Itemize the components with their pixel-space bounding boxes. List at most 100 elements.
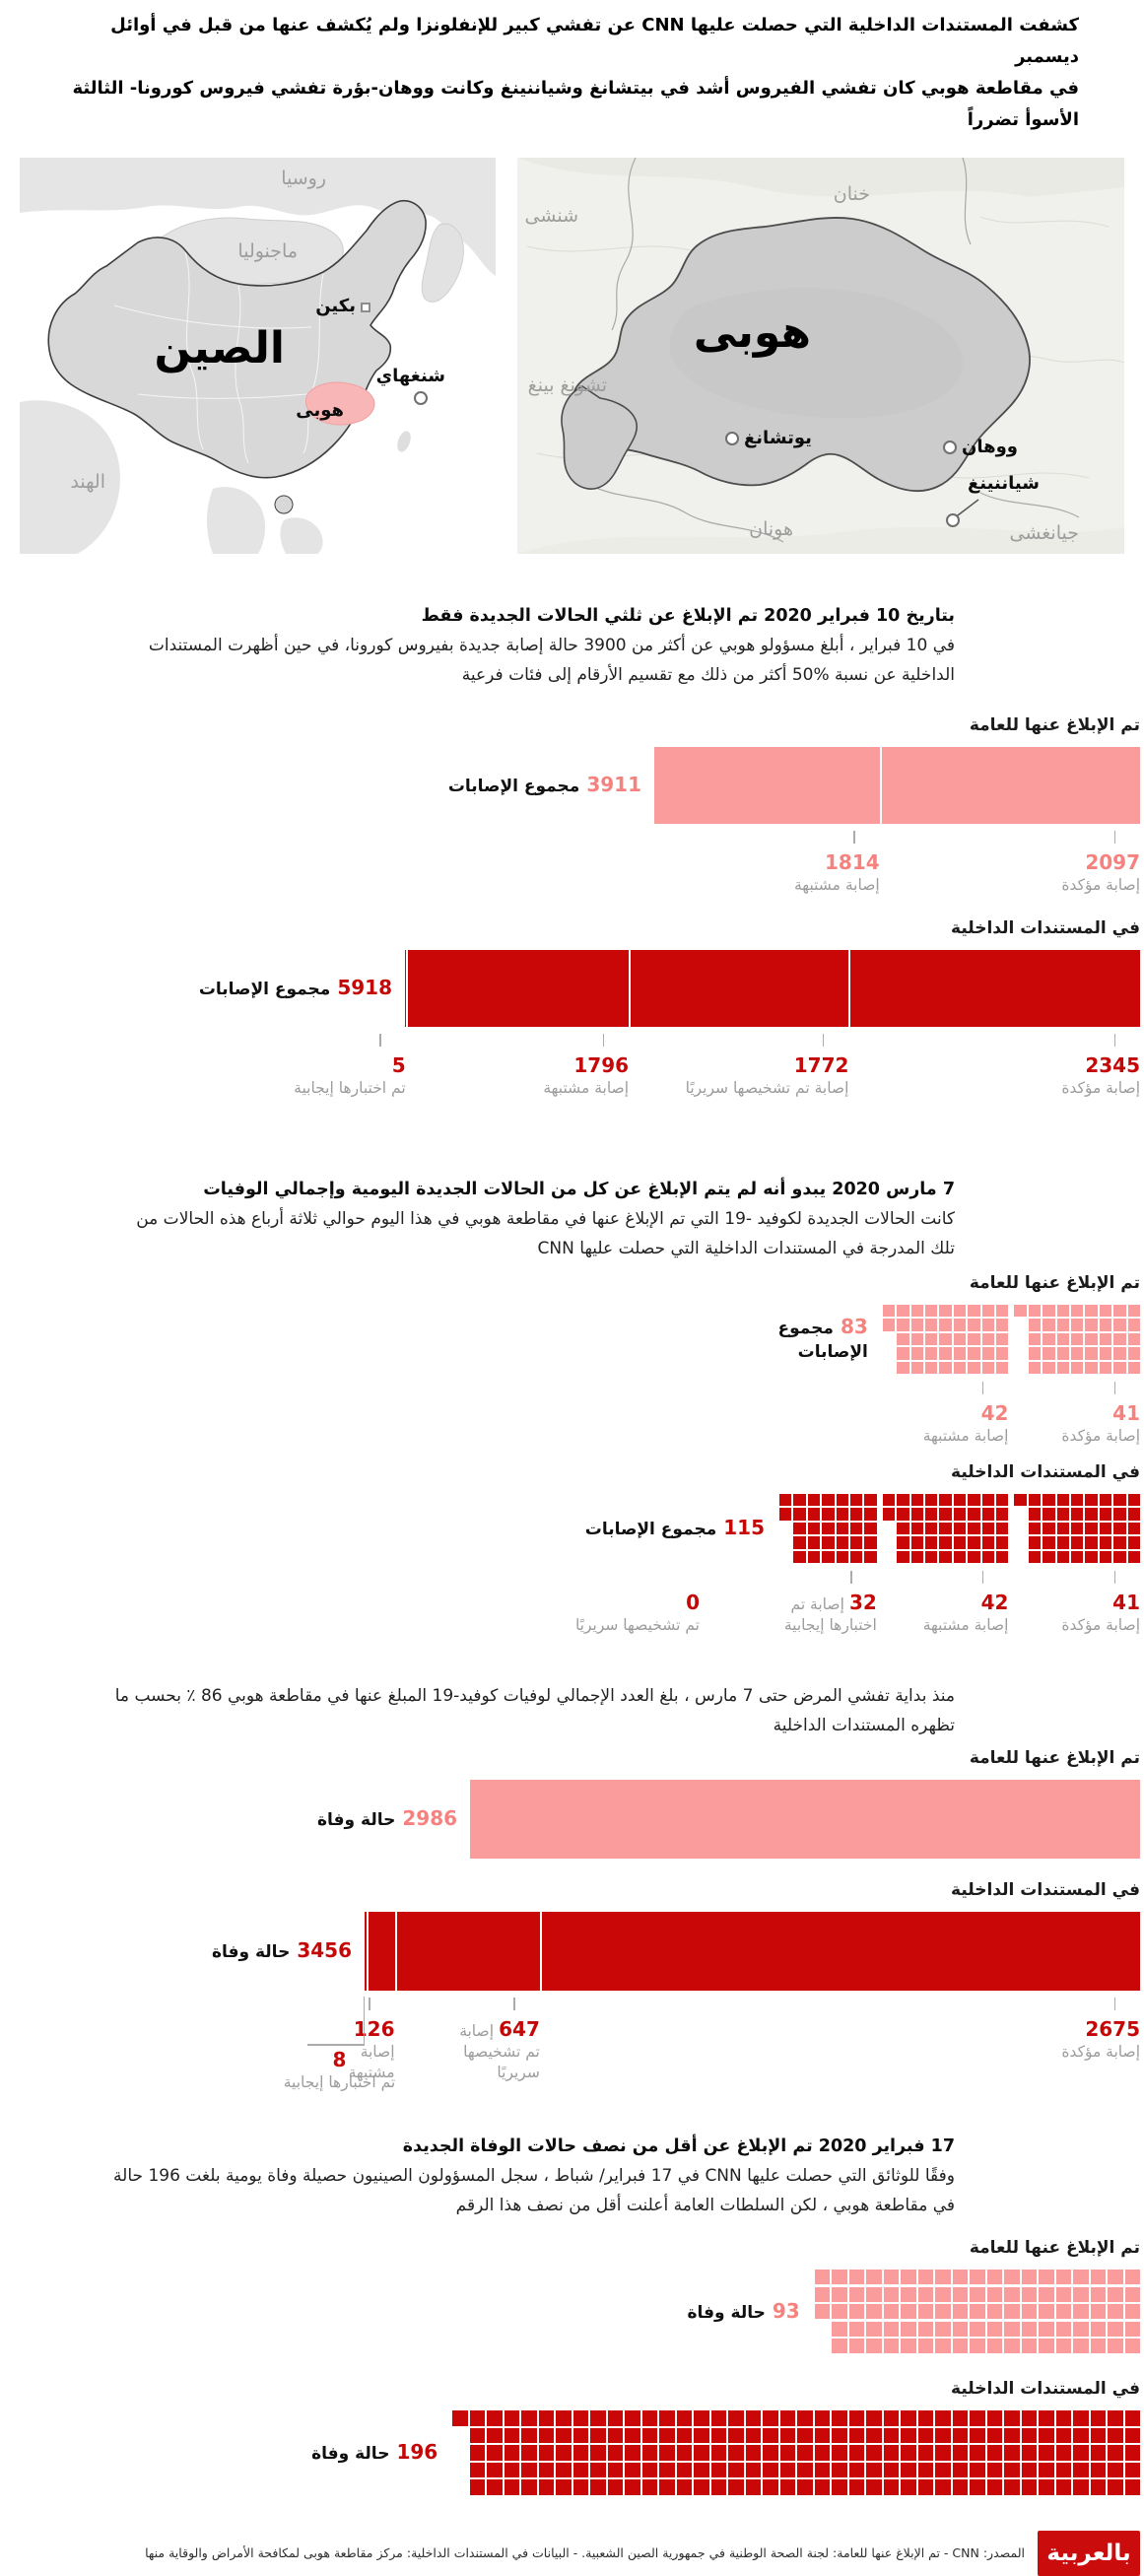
waffle-cell (939, 1550, 952, 1563)
waffle-cell (1090, 2427, 1106, 2444)
waffle-cell (745, 2427, 761, 2444)
waffle-cell (1028, 1494, 1042, 1507)
waffle-cell (1071, 1550, 1084, 1563)
tick-label: 126 إصابة مشتبهة (348, 2017, 395, 2081)
waffle-cell (917, 2286, 933, 2302)
axis-tick (379, 1034, 381, 1047)
waffle-cell (1021, 2410, 1037, 2426)
waffle-cell (1043, 1319, 1055, 1331)
bar-segment (470, 1780, 1140, 1859)
waffle-cell (1021, 2462, 1037, 2478)
waffle-cell (952, 2270, 968, 2285)
waffle-cell (607, 2427, 623, 2444)
waffle-cell (939, 1508, 952, 1521)
bar-segment (881, 747, 1140, 824)
waffle-cell (1071, 1347, 1084, 1360)
waffle-cell (1127, 1332, 1140, 1346)
waffle-cell (1004, 2270, 1020, 2285)
waffle-cell (970, 2479, 985, 2495)
waffle-cell (1004, 2304, 1020, 2320)
waffle-cell (864, 1522, 877, 1535)
axis-tick (1113, 1998, 1115, 2010)
city-label-wuhan: ووهان (962, 437, 1018, 457)
waffle-cell (996, 1508, 1009, 1521)
chart-title: في المستندات الداخلية (951, 1880, 1140, 1900)
neighbor-label-shaanxi: شنشى (524, 205, 578, 227)
waffle-cell (1090, 2286, 1106, 2302)
waffle-cell (1073, 2286, 1089, 2302)
waffle-cell (745, 2479, 761, 2495)
chart-title: تم الإبلاغ عنها للعامة (969, 1273, 1140, 1293)
waffle-cell (487, 2445, 503, 2461)
waffle-cell (504, 2445, 519, 2461)
waffle-cell (970, 2286, 985, 2302)
country-label-russia: روسيا (281, 168, 326, 189)
waffle-cell (970, 2270, 985, 2285)
waffle-cell (1085, 1522, 1098, 1535)
chart-title: في المستندات الداخلية (951, 1462, 1140, 1482)
waffle-cell (1113, 1332, 1126, 1346)
waffle-cell (1113, 1508, 1126, 1521)
waffle-cell (538, 2427, 554, 2444)
waffle-cell (953, 1361, 967, 1374)
waffle-cell (728, 2445, 744, 2461)
waffle-cell (1073, 2321, 1089, 2337)
total-label: 83مجموع الإصابات (777, 1315, 868, 1362)
waffle-cell (1099, 1550, 1112, 1563)
chart-deaths-internal: في المستندات الداخلية 3456حالة وفاة 2675 إ… (0, 1878, 1140, 2104)
waffle-cell (1113, 1347, 1126, 1360)
waffle-cell (935, 2462, 951, 2478)
waffle-cell (925, 1305, 938, 1318)
waffle-cell (822, 1536, 835, 1549)
waffle-cell (1085, 1508, 1098, 1521)
waffle-cell (1090, 2304, 1106, 2320)
city-label-beijing: بكين (315, 296, 356, 316)
waffle-cell (986, 2286, 1002, 2302)
waffle-cell (864, 1508, 877, 1521)
waffle-cell (763, 2410, 778, 2426)
waffle-cell (901, 2445, 916, 2461)
waffle-cell (850, 1522, 863, 1535)
waffle-cell (625, 2427, 640, 2444)
waffle-cell (981, 1319, 994, 1331)
waffle-cell (953, 1494, 967, 1507)
country-label-mongolia: ماجنوليا (237, 240, 298, 262)
waffle-cell (1056, 1508, 1069, 1521)
chart-title: تم الإبلاغ عنها للعامة (969, 1748, 1140, 1768)
waffle-cell (1099, 1332, 1112, 1346)
waffle-cell (504, 2427, 519, 2444)
waffle-cell (1085, 1550, 1098, 1563)
waffle-cell (538, 2462, 554, 2478)
waffle-cell (882, 1305, 896, 1318)
waffle-cell (952, 2339, 968, 2354)
waffle-cell (910, 1361, 923, 1374)
waffle-cell (1056, 1305, 1069, 1318)
waffle-cell (1043, 1508, 1055, 1521)
chart-daily-deaths-internal: في المستندات الداخلية 196حالة وفاة (0, 2377, 1140, 2500)
waffle-cell (917, 2427, 933, 2444)
internal-daily-deaths-waffle-chart: 196حالة وفاة (0, 2410, 1140, 2500)
waffle-cell (1039, 2445, 1054, 2461)
waffle-cell (925, 1347, 938, 1360)
waffle-cell (897, 1347, 909, 1360)
waffle-cell (607, 2445, 623, 2461)
waffle-cell (556, 2479, 572, 2495)
waffle-cell (1099, 1536, 1112, 1549)
waffle-cell (986, 2427, 1002, 2444)
waffle-cell (487, 2410, 503, 2426)
city-marker-shanghai (414, 391, 428, 405)
waffle-cell (1021, 2286, 1037, 2302)
waffle-cell (996, 1332, 1009, 1346)
waffle-cell (590, 2410, 606, 2426)
tick-label: 1796 إصابة مشتبهة (543, 1053, 630, 1097)
maps-row: روسيا ماجنوليا الهند الصين بكين شنغهاي ه… (20, 158, 1124, 554)
tick-label: 41 إصابة مؤكدة (1061, 1591, 1140, 1634)
waffle-cell (866, 2304, 882, 2320)
waffle-cell (1055, 2410, 1071, 2426)
waffle-cell (1043, 1305, 1055, 1318)
waffle-cell (1028, 1508, 1042, 1521)
chart-deaths-public: تم الإبلاغ عنها للعامة 2986حالة وفاة (0, 1746, 1140, 1866)
waffle-cell (1004, 2445, 1020, 2461)
waffle-cell (814, 2286, 830, 2302)
axis-tick (369, 1998, 370, 2010)
